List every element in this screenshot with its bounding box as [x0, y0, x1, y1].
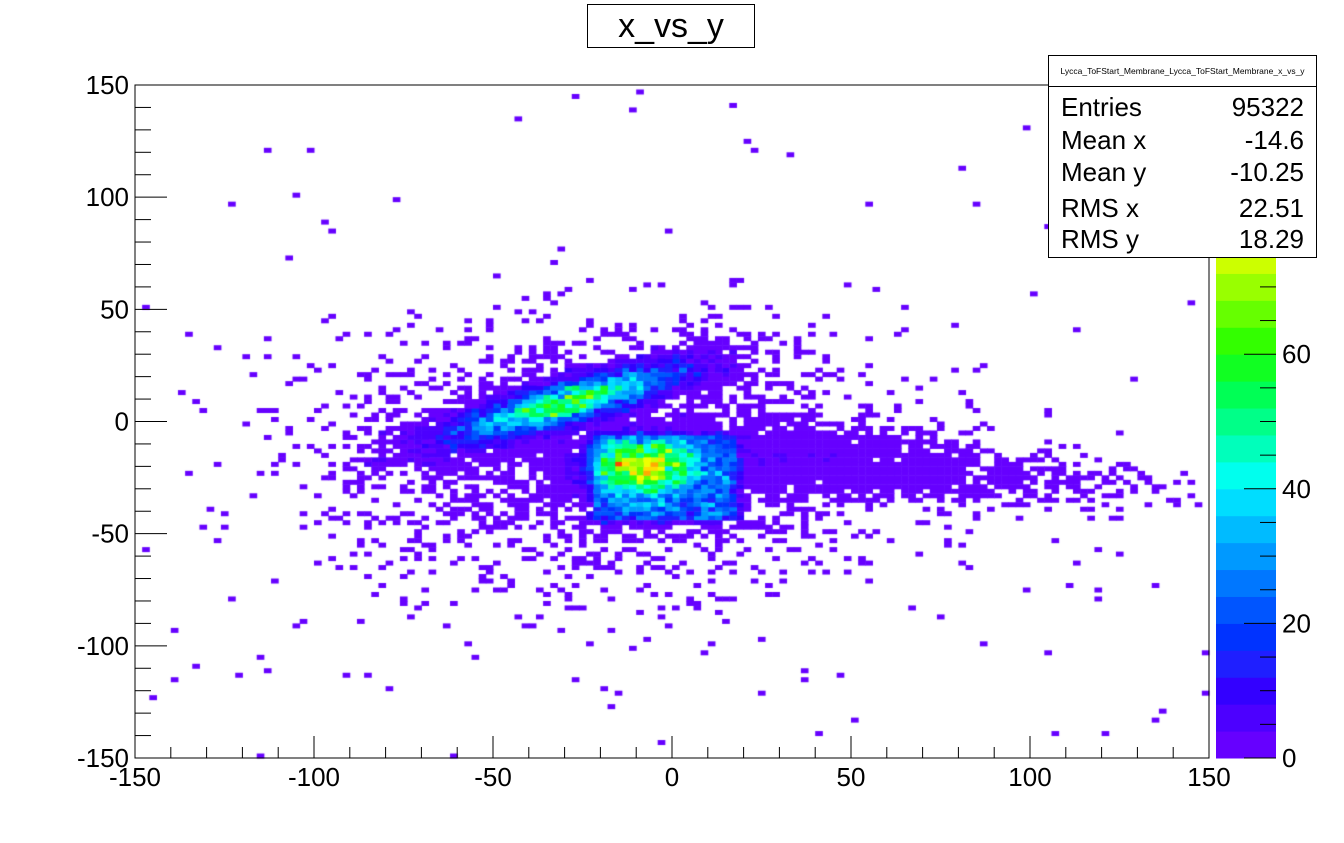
colorbar-segment: [1216, 569, 1276, 597]
colorbar-tick-label: 60: [1282, 339, 1311, 369]
colorbar-segment: [1216, 300, 1276, 328]
stats-value: -10.25: [1230, 157, 1304, 187]
colorbar-segment: [1216, 704, 1276, 732]
colorbar-segment: [1216, 731, 1276, 759]
stats-histogram-name: Lycca_ToFStart_Membrane_Lycca_ToFStart_M…: [1049, 56, 1316, 87]
colorbar-segment: [1216, 488, 1276, 517]
stats-row-mean-x: Mean x -14.6: [1061, 125, 1304, 155]
x-tick-label: 0: [665, 762, 679, 792]
colorbar-segment: [1216, 623, 1276, 651]
stats-value: 95322: [1231, 92, 1304, 122]
stats-label: RMS x: [1061, 193, 1139, 223]
y-tick-label: 50: [100, 294, 129, 324]
chart-title-text: x_vs_y: [618, 6, 724, 45]
stats-row-rms-y: RMS y 18.29: [1061, 224, 1304, 254]
stats-label: Mean x: [1061, 125, 1147, 155]
x-tick-label: -50: [474, 762, 512, 792]
colorbar-tick-label: 0: [1282, 743, 1296, 773]
stats-value: 22.51: [1238, 193, 1304, 223]
stats-value: -14.6: [1244, 125, 1304, 155]
colorbar-segment: [1216, 650, 1276, 678]
chart-title: x_vs_y: [587, 4, 755, 48]
x-tick-label: -150: [109, 762, 161, 792]
stats-box: Lycca_ToFStart_Membrane_Lycca_ToFStart_M…: [1048, 55, 1317, 258]
y-tick-label: -100: [77, 631, 129, 661]
colorbar-segment: [1216, 327, 1276, 355]
y-tick-label: -50: [91, 519, 129, 549]
colorbar-segment: [1216, 515, 1276, 544]
stats-row-rms-x: RMS x 22.51: [1061, 193, 1304, 223]
stats-label: RMS y: [1061, 224, 1139, 254]
stats-row-mean-y: Mean y -10.25: [1061, 157, 1304, 187]
colorbar-tick-label: 20: [1282, 608, 1311, 638]
stats-row-entries: Entries 95322: [1061, 92, 1304, 122]
y-tick-label: -150: [77, 743, 129, 773]
x-tick-label: 150: [1187, 762, 1230, 792]
y-tick-label: 150: [86, 70, 129, 100]
x-tick-label: 100: [1008, 762, 1051, 792]
stats-label: Mean y: [1061, 157, 1147, 187]
x-tick-label: -100: [288, 762, 340, 792]
colorbar-segment: [1216, 461, 1276, 490]
y-tick-label: 0: [115, 407, 129, 437]
colorbar-segment: [1216, 434, 1276, 463]
stats-label: Entries: [1061, 92, 1142, 122]
colorbar-segment: [1216, 354, 1276, 382]
colorbar-segment: [1216, 381, 1276, 409]
y-tick-label: 100: [86, 182, 129, 212]
colorbar-segment: [1216, 596, 1276, 624]
x-tick-label: 50: [837, 762, 866, 792]
colorbar-tick-label: 40: [1282, 474, 1311, 504]
stats-value: 18.29: [1238, 224, 1304, 254]
